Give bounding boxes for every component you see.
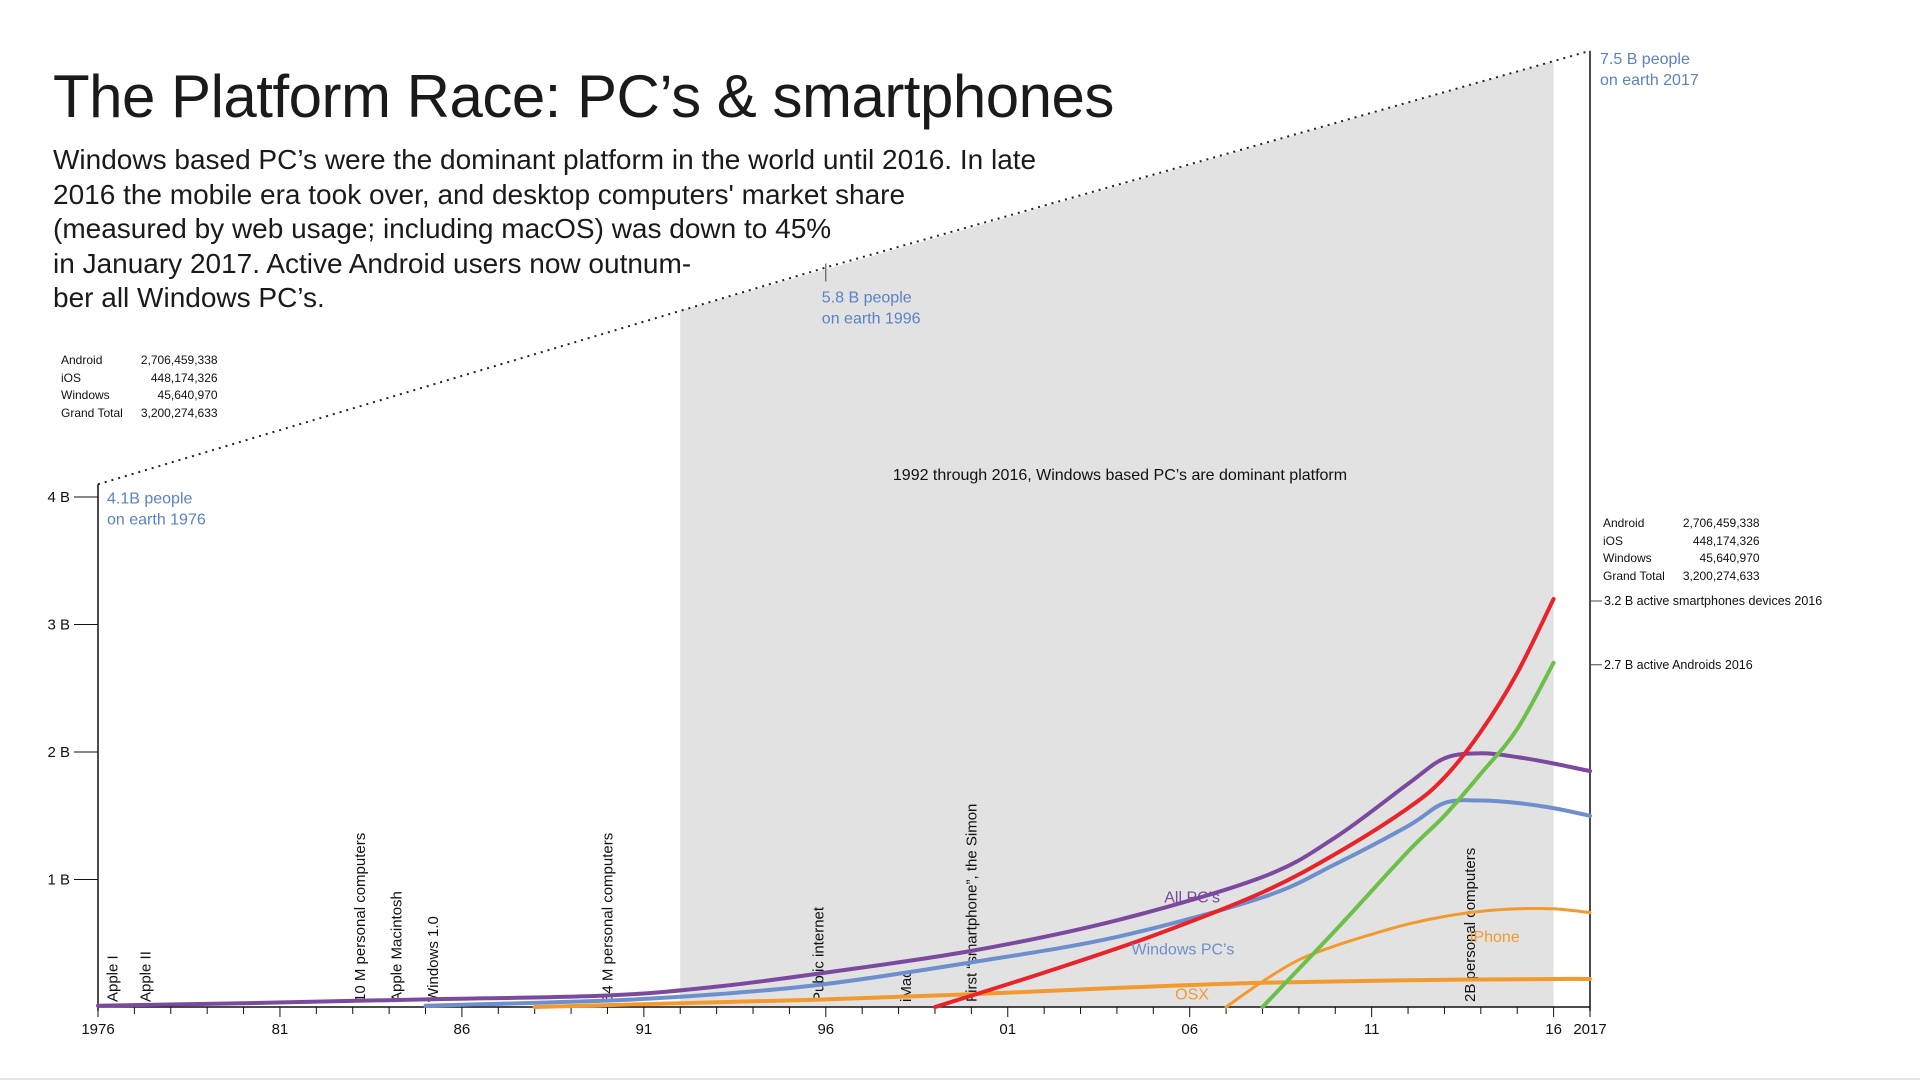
y-tick-label: 2 B: [47, 744, 70, 761]
stat-value: 3,200,274,633: [140, 405, 218, 420]
series-line-smartphones: [933, 597, 1556, 1009]
series-line-all-pcs: [96, 751, 1592, 1008]
series-label: OSX: [1175, 986, 1209, 1003]
series-line-android: [1260, 660, 1556, 1009]
stat-value: 45,640,970: [157, 388, 218, 402]
x-tick-label: 2017: [1573, 1021, 1606, 1038]
intro-line: Windows based PC’s were the dominant pla…: [53, 144, 1037, 175]
series-label: Windows PC’s: [1131, 942, 1234, 959]
x-tick-label: 16: [1545, 1021, 1562, 1038]
x-tick-label: 86: [454, 1021, 471, 1038]
stat-value: 3,200,274,633: [1682, 568, 1760, 583]
x-tick-label: 01: [999, 1021, 1016, 1038]
event-label: 10 M personal computers: [352, 833, 369, 1002]
stat-label: Windows: [61, 388, 110, 402]
population-line: [97, 49, 1591, 486]
population-label-line: 5.8 B people: [822, 290, 912, 307]
stat-value: 448,174,326: [150, 370, 218, 385]
intro-line: 2016 the mobile era took over, and deskt…: [53, 178, 906, 210]
event-label: Apple I: [105, 955, 122, 1002]
event-label: Windows 1.0: [425, 916, 442, 1002]
stat-label: Grand Total: [61, 405, 123, 420]
event-label: Apple II: [137, 951, 154, 1002]
stat-label: iOS: [61, 370, 82, 385]
dominance-era-band: [680, 61, 1554, 1008]
intro-line: ber all Windows PC’s.: [53, 282, 325, 313]
series-label: iPhone: [1470, 929, 1520, 946]
population-label-line: on earth 2017: [1600, 72, 1699, 89]
event-label: 2B personal computers: [1462, 848, 1479, 1002]
y-tick-label: 3 B: [47, 617, 70, 634]
annotation-label: 3.2 B active smartphones devices 2016: [1604, 594, 1822, 608]
stats-table-right: Android 2,706,459,338 iOS 448,174,326 Wind…: [1603, 515, 1760, 585]
population-label-line: 4.1B people: [107, 490, 193, 507]
stat-value: 2,706,459,338: [140, 353, 218, 367]
series-label: All PC’s: [1164, 889, 1220, 906]
event-label: Public internet: [811, 906, 828, 1002]
x-tick-label: 1976: [81, 1021, 114, 1038]
population-label: 4.1B people on earth 1976: [107, 490, 206, 528]
event-label: First “smartphone”, the Simon: [963, 804, 980, 1002]
stat-label: Android: [61, 353, 103, 367]
population-label-line: on earth 1996: [822, 311, 921, 328]
population-label: 7.5 B people on earth 2017: [1600, 51, 1699, 89]
era-label: 1992 through 2016, Windows based PC’s ar…: [893, 467, 1347, 484]
series-line-osx: [532, 976, 1592, 1009]
bottom-divider: [0, 1078, 1920, 1080]
event-label: 54 M personal computers: [599, 833, 616, 1002]
stat-label: iOS: [1603, 533, 1624, 548]
intro-text: Windows based PC’s were the dominant pla…: [53, 143, 1053, 316]
annotation-label: 2.7 B active Androids 2016: [1604, 658, 1753, 672]
population-label-line: on earth 1976: [107, 511, 206, 528]
intro-line: (measured by web usage; including macOS)…: [53, 213, 832, 244]
stat-value: 2,706,459,338: [1682, 516, 1760, 530]
page-title: The Platform Race: PC’s & smartphones: [53, 63, 1114, 130]
stat-label: Android: [1603, 516, 1645, 530]
series-line-iphone: [1224, 906, 1592, 1009]
stat-label: Grand Total: [1603, 568, 1665, 583]
population-label: 5.8 B people on earth 1996: [822, 290, 921, 328]
population-label-line: 7.5 B people: [1600, 51, 1690, 68]
y-tick-label: 1 B: [47, 872, 70, 889]
event-label: Apple Macintosh: [388, 891, 405, 1002]
stat-label: Windows: [1603, 551, 1652, 565]
x-tick-label: 91: [636, 1021, 653, 1038]
x-tick-label: 11: [1364, 1021, 1380, 1038]
stats-table-left: Android 2,706,459,338 iOS 448,174,326 Wind…: [61, 352, 218, 422]
x-tick-label: 06: [1181, 1021, 1198, 1038]
event-label: iMac: [898, 970, 915, 1002]
intro-line: in January 2017. Active Android users no…: [53, 247, 692, 279]
x-tick-label: 81: [272, 1021, 289, 1038]
stat-value: 45,640,970: [1699, 551, 1760, 565]
stat-value: 448,174,326: [1692, 533, 1760, 548]
x-tick-label: 96: [817, 1021, 834, 1038]
y-tick-label: 4 B: [47, 489, 70, 506]
